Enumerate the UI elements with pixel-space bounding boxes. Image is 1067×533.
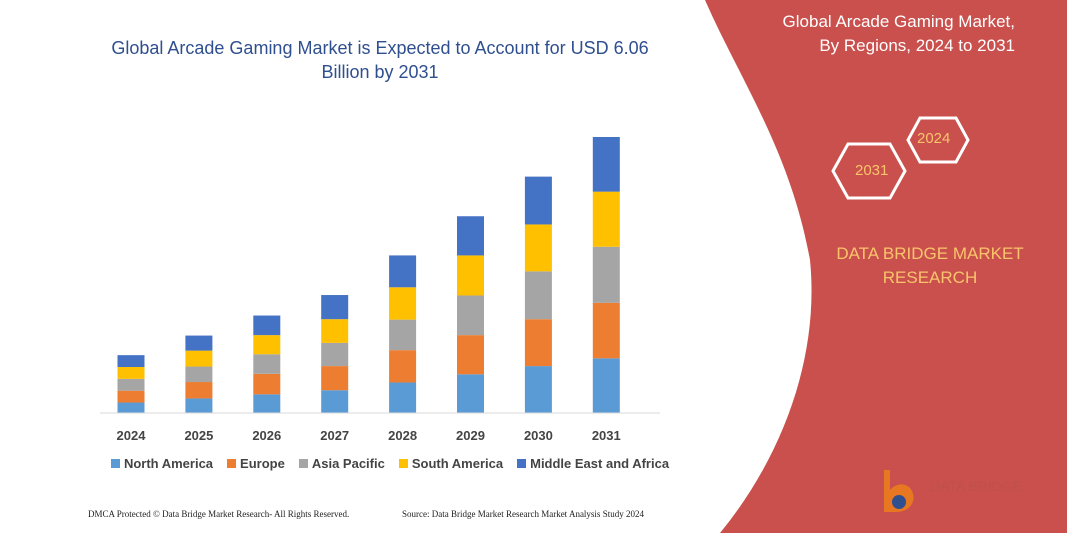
bar-segment-2028-0 bbox=[389, 382, 417, 413]
legend-label: North America bbox=[123, 456, 214, 471]
bar-segment-2026-0 bbox=[253, 394, 281, 413]
bar-segment-2026-2 bbox=[253, 354, 281, 374]
bar-segment-2030-4 bbox=[524, 176, 552, 225]
bar-segment-2028-4 bbox=[389, 255, 417, 288]
legend-label: Middle East and Africa bbox=[530, 456, 670, 471]
legend: North America Europe Asia Pacific South Ame… bbox=[100, 456, 680, 471]
x-tick-label: 2031 bbox=[592, 428, 621, 443]
bar-segment-2030-3 bbox=[524, 224, 552, 272]
brand-text: DATA BRIDGE MARKET RESEARCH bbox=[800, 242, 1060, 290]
bar-segment-2024-4 bbox=[117, 355, 145, 367]
bar-segment-2026-4 bbox=[253, 315, 281, 336]
bar-segment-2029-2 bbox=[457, 295, 484, 336]
x-tick-label: 2029 bbox=[456, 428, 485, 443]
legend-item: Asia Pacific bbox=[298, 456, 385, 471]
side-title-line1: Global Arcade Gaming Market, bbox=[782, 12, 1015, 31]
bar-segment-2027-0 bbox=[321, 390, 349, 413]
bar-segment-2025-2 bbox=[185, 366, 213, 383]
logo-text: DATA BRIDGE bbox=[930, 478, 1023, 494]
brand-line2: RESEARCH bbox=[882, 268, 978, 287]
footer-copyright: DMCA Protected © Data Bridge Market Rese… bbox=[88, 509, 350, 519]
bar-segment-2026-1 bbox=[253, 373, 281, 395]
bar-segment-2028-2 bbox=[389, 319, 417, 351]
x-tick-label: 2024 bbox=[117, 428, 147, 443]
bar-segment-2029-1 bbox=[457, 335, 484, 375]
chart-title: Global Arcade Gaming Market is Expected … bbox=[111, 38, 649, 82]
legend-item: North America bbox=[110, 456, 214, 471]
logo-icon bbox=[884, 470, 914, 512]
legend-item: South America bbox=[398, 456, 504, 471]
bar-segment-2026-3 bbox=[253, 335, 281, 355]
hexagon-2031 bbox=[831, 142, 907, 200]
bar-segment-2029-4 bbox=[457, 216, 484, 256]
bar-segment-2028-1 bbox=[389, 350, 417, 383]
bar-segment-2029-3 bbox=[457, 255, 484, 296]
bar-segment-2025-0 bbox=[185, 398, 213, 413]
bar-segment-2031-4 bbox=[592, 137, 620, 192]
bar-segment-2027-1 bbox=[321, 366, 349, 391]
bar-segment-2031-2 bbox=[592, 246, 620, 303]
brand-line1: DATA BRIDGE MARKET bbox=[836, 244, 1024, 263]
hexagon-2024 bbox=[906, 116, 970, 164]
legend-label: Europe bbox=[240, 456, 285, 471]
bar-segment-2027-2 bbox=[321, 342, 349, 367]
hex-label-2031: 2031 bbox=[855, 162, 889, 179]
legend-item: Europe bbox=[227, 456, 285, 471]
bar-segment-2027-4 bbox=[321, 295, 349, 320]
x-tick-label: 2025 bbox=[184, 428, 213, 443]
legend-swatch bbox=[517, 459, 527, 468]
side-title: Global Arcade Gaming Market, By Regions, … bbox=[740, 10, 1015, 58]
bar-segment-2024-0 bbox=[117, 402, 145, 413]
bar-segment-2024-3 bbox=[117, 367, 145, 379]
bar-segment-2029-0 bbox=[457, 374, 484, 413]
bar-segment-2031-1 bbox=[592, 302, 620, 359]
legend-swatch bbox=[398, 459, 408, 468]
legend-item: Middle East and Africa bbox=[517, 456, 669, 471]
bar-segment-2024-1 bbox=[117, 390, 145, 403]
legend-swatch bbox=[110, 459, 120, 468]
x-tick-label: 2027 bbox=[320, 428, 349, 443]
side-title-line2: By Regions, 2024 to 2031 bbox=[819, 36, 1015, 55]
bar-segment-2030-1 bbox=[524, 319, 552, 367]
bar-chart bbox=[117, 137, 620, 413]
legend-swatch bbox=[298, 459, 308, 468]
legend-swatch bbox=[227, 459, 237, 468]
legend-label: Asia Pacific bbox=[311, 456, 385, 471]
bar-segment-2025-1 bbox=[185, 382, 213, 399]
x-tick-label: 2026 bbox=[252, 428, 281, 443]
bar-segment-2031-3 bbox=[592, 191, 620, 247]
hex-label-2024: 2024 bbox=[917, 130, 951, 147]
bar-segment-2025-4 bbox=[185, 335, 213, 351]
bar-segment-2030-2 bbox=[524, 271, 552, 320]
bar-segment-2027-3 bbox=[321, 319, 349, 343]
bar-segment-2028-3 bbox=[389, 287, 417, 320]
legend-label: South America bbox=[411, 456, 504, 471]
bar-segment-2030-0 bbox=[524, 366, 552, 413]
bar-segment-2025-3 bbox=[185, 350, 213, 367]
x-tick-label: 2028 bbox=[388, 428, 417, 443]
x-tick-label: 2030 bbox=[524, 428, 553, 443]
bar-segment-2024-2 bbox=[117, 378, 145, 391]
footer-source: Source: Data Bridge Market Research Mark… bbox=[402, 509, 644, 519]
bar-segment-2031-0 bbox=[592, 358, 620, 413]
